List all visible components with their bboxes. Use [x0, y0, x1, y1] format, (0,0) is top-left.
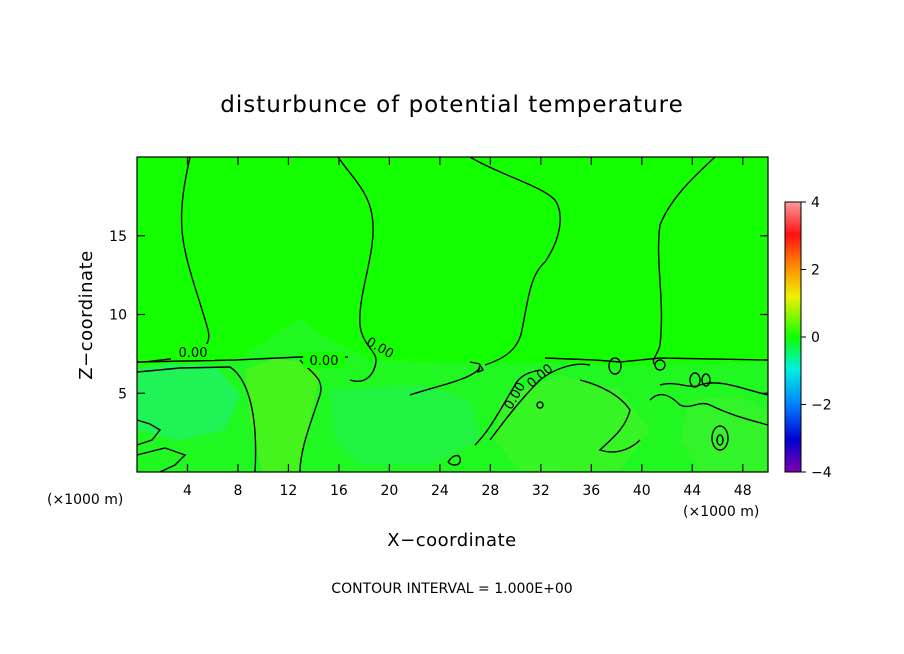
y-axis: 5 10 15 — [109, 229, 768, 402]
field-cool-patch-2 — [330, 385, 480, 465]
contour-closed-1 — [711, 425, 729, 451]
contour-lower-2 — [299, 359, 322, 472]
x-tick-label: 16 — [330, 483, 348, 499]
y-unit-label: (×1000 m) — [47, 492, 123, 508]
contour-lower-4 — [137, 447, 187, 472]
colorbar-tick-label: 2 — [811, 263, 820, 279]
x-unit-label: (×1000 m) — [683, 504, 759, 520]
contour-right-2 — [649, 393, 768, 426]
contour-lines — [137, 157, 768, 472]
x-axis-label: X−coordinate — [387, 530, 516, 551]
contour-closed-8 — [476, 363, 485, 374]
x-axis: 4 8 12 16 20 24 28 32 36 40 44 48 — [183, 157, 752, 499]
x-tick-label: 20 — [380, 483, 398, 499]
contour-right-1 — [579, 379, 641, 453]
contour-closed-3 — [689, 372, 701, 388]
contour-closed-5 — [608, 357, 622, 375]
contour-diagonal-2 — [489, 363, 591, 441]
colorbar-tick-label: −2 — [811, 398, 832, 414]
contour-lower-1 — [137, 366, 257, 472]
plot-area — [137, 157, 768, 472]
x-tick-label: 8 — [233, 483, 242, 499]
contour-right-3 — [659, 382, 768, 396]
x-tick-label: 24 — [431, 483, 449, 499]
y-tick-label: 15 — [109, 229, 127, 245]
x-tick-label: 48 — [734, 483, 752, 499]
contour-lower-3 — [137, 419, 162, 446]
contour-diagonal — [474, 369, 541, 446]
x-tick-label: 32 — [532, 483, 550, 499]
contour-interval-note: CONTOUR INTERVAL = 1.000E+00 — [331, 581, 572, 597]
x-tick-label: 28 — [481, 483, 499, 499]
field-cool-patch — [137, 364, 240, 440]
field-warm-patch-2 — [680, 395, 768, 472]
y-tick-label: 5 — [118, 386, 127, 402]
contour-plume-2 — [337, 157, 377, 382]
contour-closed-6 — [654, 359, 666, 371]
contour-lower-6 — [447, 454, 462, 466]
y-axis-label: Z−coordinate — [76, 250, 97, 379]
x-tick-label: 36 — [582, 483, 600, 499]
colorbar-scale — [784, 201, 802, 473]
contour-plume-3 — [469, 157, 561, 366]
colorbar-tick-label: 0 — [811, 330, 820, 346]
colorbar-tick-label: −4 — [811, 465, 832, 481]
field-warm-column — [245, 358, 320, 472]
x-tick-label: 12 — [280, 483, 298, 499]
contour-closed-4 — [701, 373, 711, 387]
y-tick-label: 10 — [109, 308, 127, 324]
chart-title: disturbunce of potential temperature — [220, 92, 684, 118]
x-tick-label: 4 — [183, 483, 192, 499]
contour-plume-4 — [652, 157, 716, 366]
colorbar-ticks: 4 2 0 −2 −4 — [801, 195, 832, 481]
field-warm-patch — [495, 375, 650, 472]
colorbar-tick-label: 4 — [811, 195, 820, 211]
x-tick-label: 44 — [683, 483, 701, 499]
contour-label: 0.00 — [179, 346, 208, 361]
x-tick-label: 40 — [633, 483, 651, 499]
contour-lower-5 — [409, 367, 481, 396]
contour-closed-2 — [716, 434, 724, 446]
contour-label: 0.00 — [310, 354, 339, 369]
contour-closed-7 — [536, 401, 544, 409]
colorbar: 4 2 0 −2 −4 — [784, 195, 832, 481]
